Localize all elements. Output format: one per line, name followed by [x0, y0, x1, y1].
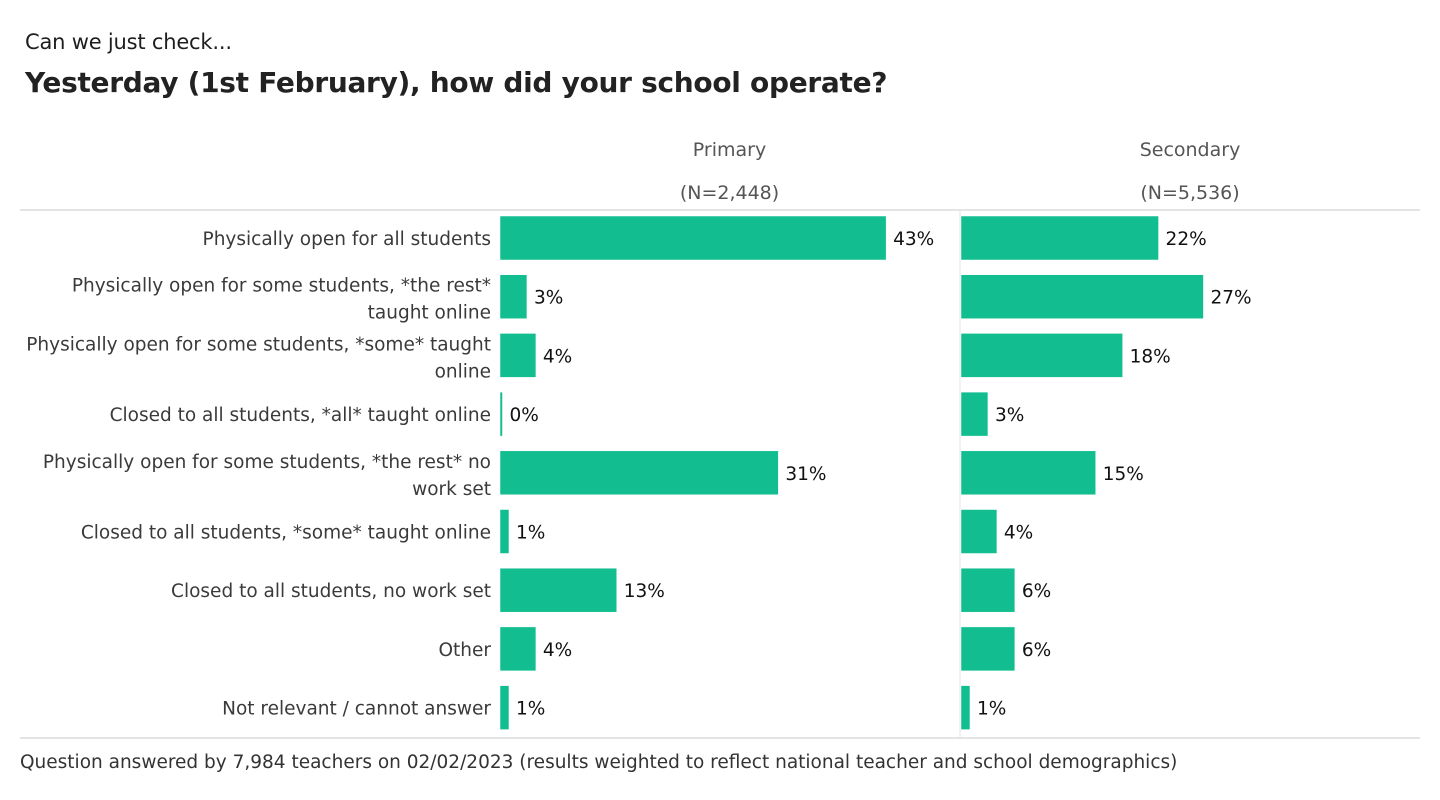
bar-secondary	[960, 626, 1016, 672]
category-label: Physically open for all students	[203, 229, 491, 250]
category-label: work set	[412, 479, 491, 500]
data-label-secondary: 6%	[1022, 581, 1051, 602]
data-label-primary: 31%	[785, 464, 826, 485]
bar-secondary	[960, 333, 1123, 378]
data-label-primary: 43%	[893, 229, 934, 250]
data-label-secondary: 18%	[1130, 346, 1171, 367]
data-label-secondary: 15%	[1103, 464, 1144, 485]
bar-primary	[499, 509, 510, 554]
data-label-primary: 3%	[534, 288, 563, 309]
category-label: Physically open for some students, *the …	[72, 276, 491, 297]
panel-n-secondary: (N=5,536)	[1140, 182, 1239, 204]
data-label-secondary: 1%	[977, 699, 1006, 720]
bar-secondary	[960, 685, 971, 730]
data-label-primary: 1%	[516, 699, 545, 720]
bar-primary	[499, 333, 537, 378]
data-label-secondary: 3%	[995, 405, 1024, 426]
category-label: Physically open for some students, *some…	[26, 334, 491, 355]
category-label: taught online	[368, 303, 491, 324]
category-label: online	[435, 361, 491, 382]
data-label-secondary: 6%	[1022, 640, 1051, 661]
bar-primary	[499, 391, 503, 437]
category-label: Not relevant / cannot answer	[222, 699, 491, 720]
bar-secondary	[960, 450, 1096, 496]
footer-note: Question answered by 7,984 teachers on 0…	[20, 752, 1178, 773]
data-label-secondary: 4%	[1004, 523, 1033, 544]
data-label-secondary: 27%	[1210, 288, 1251, 309]
category-label: Other	[438, 640, 491, 661]
bar-secondary	[960, 215, 1159, 261]
data-label-primary: 0%	[510, 405, 539, 426]
data-label-secondary: 22%	[1166, 229, 1207, 250]
category-label: Closed to all students, no work set	[171, 581, 491, 602]
bar-secondary	[960, 391, 989, 437]
chart-title: Yesterday (1st February), how did your s…	[25, 66, 888, 99]
bar-secondary	[960, 509, 998, 554]
panel-header-primary: Primary	[693, 139, 766, 161]
category-label: Closed to all students, *some* taught on…	[81, 523, 491, 544]
data-label-primary: 1%	[516, 523, 545, 544]
bar-primary	[499, 626, 537, 672]
category-label: Physically open for some students, *the …	[43, 452, 491, 473]
bar-primary	[499, 685, 510, 730]
data-label-primary: 13%	[624, 581, 665, 602]
bar-primary	[499, 450, 779, 496]
chart-subtitle: Can we just check...	[25, 30, 232, 54]
bar-primary	[499, 567, 617, 613]
panel-n-primary: (N=2,448)	[680, 182, 779, 204]
data-label-primary: 4%	[543, 346, 572, 367]
data-label-primary: 4%	[543, 640, 572, 661]
bar-primary	[499, 274, 528, 319]
category-label: Closed to all students, *all* taught onl…	[110, 405, 491, 426]
panel-header-secondary: Secondary	[1140, 139, 1241, 161]
bar-primary	[499, 215, 887, 261]
bar-secondary	[960, 274, 1204, 319]
bar-secondary	[960, 567, 1016, 613]
